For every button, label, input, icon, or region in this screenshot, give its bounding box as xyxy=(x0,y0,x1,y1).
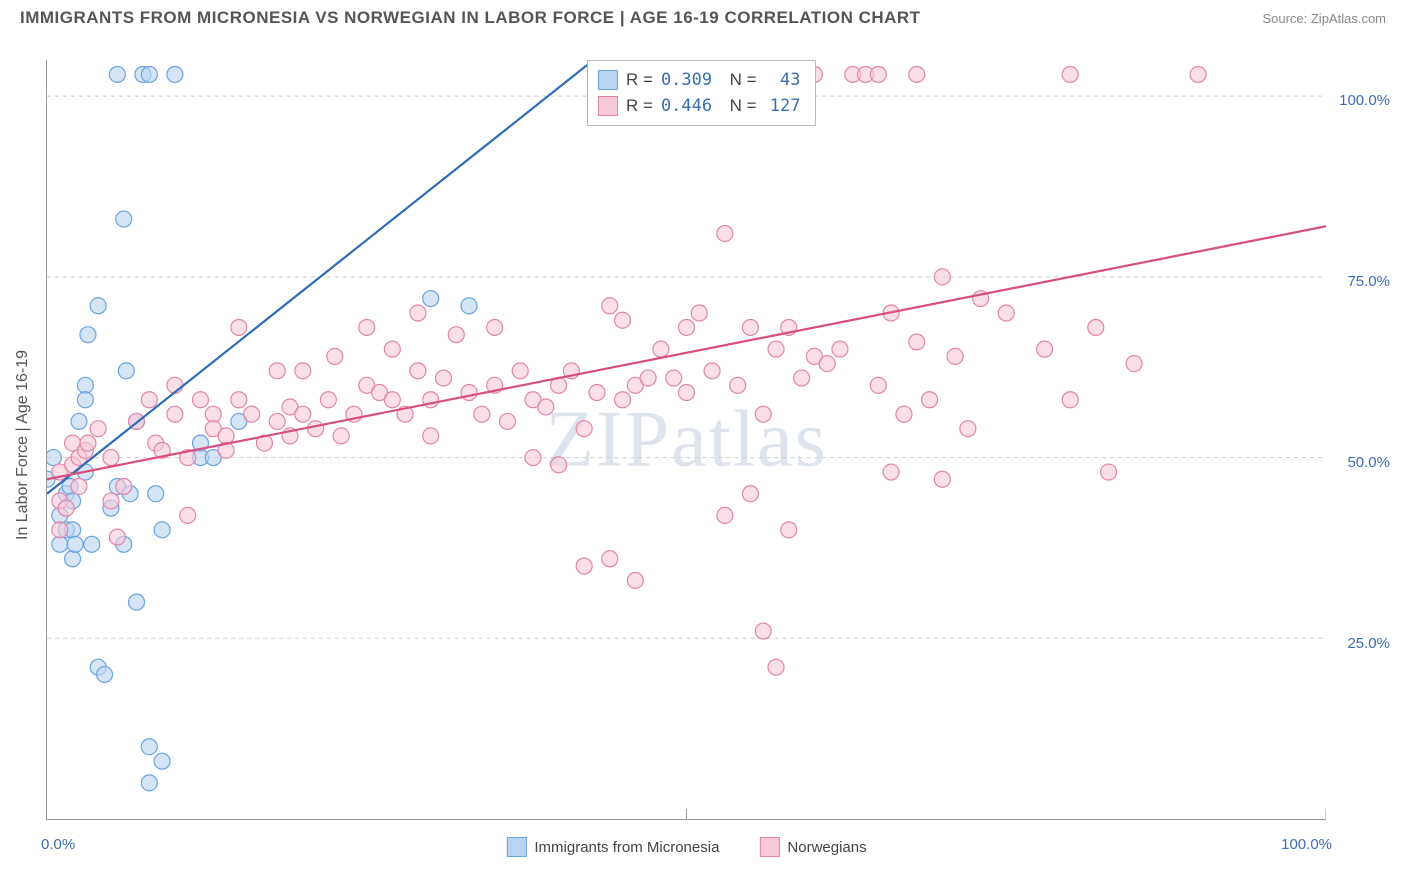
chart-title: IMMIGRANTS FROM MICRONESIA VS NORWEGIAN … xyxy=(20,8,921,28)
bottom-legend-item-1: Norwegians xyxy=(759,837,866,857)
plot-svg xyxy=(47,60,1326,819)
y-axis-label: In Labor Force | Age 16-19 xyxy=(14,350,32,540)
bottom-legend-label-0: Immigrants from Micronesia xyxy=(534,839,719,856)
legend-stats-box: R = 0.309 N = 43 R = 0.446 N = 127 xyxy=(587,60,816,126)
title-bar: IMMIGRANTS FROM MICRONESIA VS NORWEGIAN … xyxy=(0,0,1406,32)
y-tick-2: 75.0% xyxy=(1347,273,1390,290)
legend-stats-row-1: R = 0.446 N = 127 xyxy=(598,93,801,119)
y-tick-1: 50.0% xyxy=(1347,454,1390,471)
chart-area: ZIPatlas R = 0.309 N = 43 R = 0.446 N = … xyxy=(46,60,1326,820)
bottom-swatch-0 xyxy=(506,837,526,857)
legend-stats-row-0: R = 0.309 N = 43 xyxy=(598,67,801,93)
n-value-0: 43 xyxy=(765,67,801,93)
n-value-1: 127 xyxy=(765,93,801,119)
bottom-legend-label-1: Norwegians xyxy=(787,839,866,856)
x-tick-0: 0.0% xyxy=(41,836,75,853)
r-value-1: 0.446 xyxy=(661,93,712,119)
legend-swatch-0 xyxy=(598,70,618,90)
x-tick-2: 100.0% xyxy=(1281,836,1332,853)
bottom-legend: Immigrants from Micronesia Norwegians xyxy=(506,837,866,857)
y-tick-0: 25.0% xyxy=(1347,635,1390,652)
source-label: Source: ZipAtlas.com xyxy=(1262,11,1386,26)
r-value-0: 0.309 xyxy=(661,67,712,93)
bottom-legend-item-0: Immigrants from Micronesia xyxy=(506,837,719,857)
y-tick-3: 100.0% xyxy=(1339,92,1390,109)
legend-swatch-1 xyxy=(598,96,618,116)
bottom-swatch-1 xyxy=(759,837,779,857)
